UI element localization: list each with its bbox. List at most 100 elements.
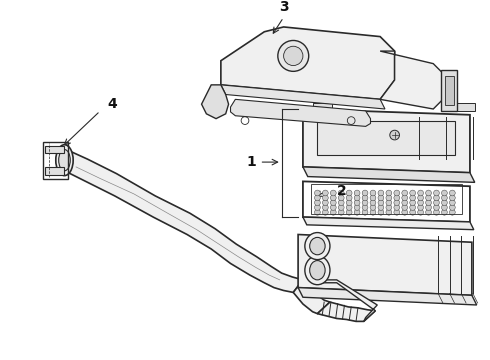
Polygon shape — [67, 149, 303, 292]
Circle shape — [449, 200, 455, 206]
Circle shape — [370, 210, 376, 215]
Circle shape — [330, 195, 336, 201]
Text: 2: 2 — [337, 184, 346, 198]
Polygon shape — [221, 27, 394, 99]
Circle shape — [417, 190, 423, 196]
Circle shape — [394, 200, 400, 206]
Polygon shape — [441, 71, 457, 111]
Circle shape — [330, 204, 336, 210]
Circle shape — [402, 195, 408, 201]
Circle shape — [410, 204, 416, 210]
Circle shape — [410, 195, 416, 201]
Circle shape — [330, 210, 336, 215]
Polygon shape — [303, 217, 474, 230]
Circle shape — [378, 190, 384, 196]
Circle shape — [322, 210, 328, 215]
Circle shape — [278, 40, 309, 71]
Circle shape — [394, 210, 400, 215]
Circle shape — [346, 195, 352, 201]
Circle shape — [338, 195, 344, 201]
Polygon shape — [318, 302, 375, 321]
Polygon shape — [445, 76, 455, 105]
Circle shape — [394, 190, 400, 196]
FancyBboxPatch shape — [318, 121, 455, 155]
Circle shape — [362, 195, 368, 201]
Polygon shape — [45, 167, 65, 175]
Polygon shape — [318, 280, 377, 321]
Circle shape — [338, 210, 344, 215]
Circle shape — [394, 204, 400, 210]
Circle shape — [426, 195, 431, 201]
Polygon shape — [303, 167, 475, 183]
Circle shape — [394, 195, 400, 201]
Circle shape — [410, 190, 416, 196]
Circle shape — [322, 200, 328, 206]
Polygon shape — [201, 85, 229, 119]
Circle shape — [434, 210, 440, 215]
Ellipse shape — [56, 145, 73, 176]
Circle shape — [417, 195, 423, 201]
Circle shape — [378, 200, 384, 206]
Circle shape — [346, 190, 352, 196]
Circle shape — [362, 204, 368, 210]
Circle shape — [370, 195, 376, 201]
Circle shape — [378, 204, 384, 210]
Ellipse shape — [310, 237, 325, 255]
Circle shape — [362, 190, 368, 196]
Polygon shape — [303, 181, 470, 222]
Circle shape — [322, 195, 328, 201]
Ellipse shape — [305, 256, 330, 285]
Polygon shape — [298, 234, 472, 295]
Circle shape — [362, 200, 368, 206]
Ellipse shape — [310, 261, 325, 280]
Polygon shape — [303, 109, 470, 173]
Circle shape — [417, 200, 423, 206]
Circle shape — [449, 204, 455, 210]
Circle shape — [417, 210, 423, 215]
Circle shape — [322, 190, 328, 196]
Circle shape — [330, 200, 336, 206]
Circle shape — [410, 210, 416, 215]
Circle shape — [441, 210, 447, 215]
Circle shape — [434, 204, 440, 210]
Circle shape — [449, 210, 455, 215]
Polygon shape — [380, 51, 445, 109]
FancyBboxPatch shape — [455, 103, 475, 111]
Circle shape — [330, 190, 336, 196]
Circle shape — [338, 200, 344, 206]
Circle shape — [417, 204, 423, 210]
Circle shape — [449, 190, 455, 196]
Circle shape — [441, 204, 447, 210]
Circle shape — [315, 210, 320, 215]
Circle shape — [322, 204, 328, 210]
Circle shape — [370, 204, 376, 210]
Circle shape — [284, 46, 303, 66]
Circle shape — [441, 195, 447, 201]
Circle shape — [386, 190, 392, 196]
Circle shape — [402, 204, 408, 210]
Circle shape — [386, 210, 392, 215]
Text: 1: 1 — [247, 155, 257, 169]
Polygon shape — [294, 280, 330, 314]
Circle shape — [402, 190, 408, 196]
Ellipse shape — [59, 149, 70, 171]
Circle shape — [426, 210, 431, 215]
Circle shape — [426, 204, 431, 210]
Circle shape — [410, 200, 416, 206]
Polygon shape — [221, 85, 385, 109]
Polygon shape — [45, 146, 65, 153]
Circle shape — [402, 200, 408, 206]
Circle shape — [434, 200, 440, 206]
Ellipse shape — [305, 233, 330, 260]
Circle shape — [315, 200, 320, 206]
Circle shape — [346, 210, 352, 215]
Circle shape — [354, 204, 360, 210]
Circle shape — [315, 195, 320, 201]
Circle shape — [426, 200, 431, 206]
Circle shape — [370, 200, 376, 206]
Circle shape — [434, 190, 440, 196]
Circle shape — [426, 190, 431, 196]
Circle shape — [402, 210, 408, 215]
Polygon shape — [298, 288, 477, 305]
Text: 3: 3 — [279, 0, 289, 14]
